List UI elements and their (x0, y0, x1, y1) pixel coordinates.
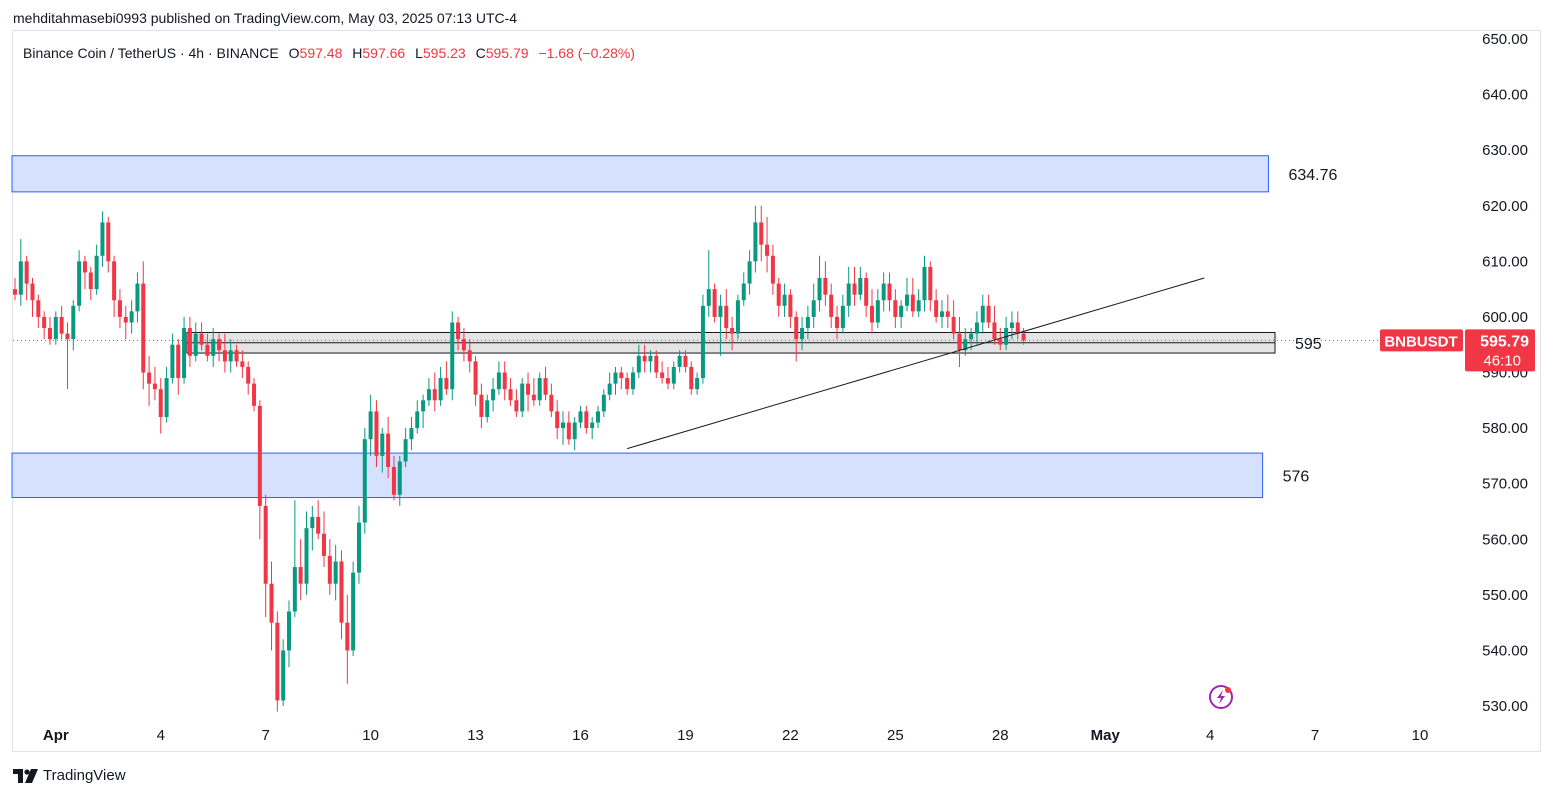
change-value: −1.68 (−0.28%) (538, 45, 635, 61)
low-label: L (415, 45, 423, 61)
high-value: 597.66 (362, 45, 406, 61)
close-label: C (475, 45, 486, 61)
chart-frame[interactable] (12, 30, 1541, 752)
close-value: 595.79 (485, 45, 529, 61)
publisher-header: mehditahmasebi0993 published on TradingV… (13, 10, 518, 26)
tradingview-footer[interactable]: TradingView (13, 767, 126, 784)
tradingview-brand: TradingView (43, 767, 126, 784)
tradingview-logo-icon (13, 768, 38, 783)
symbol-label: Binance Coin / TetherUS · 4h · BINANCE (23, 45, 279, 61)
symbol-legend: Binance Coin / TetherUS · 4h · BINANCE O… (23, 45, 635, 61)
open-value: 597.48 (299, 45, 343, 61)
open-label: O (288, 45, 300, 61)
low-value: 595.23 (422, 45, 466, 61)
high-label: H (352, 45, 363, 61)
